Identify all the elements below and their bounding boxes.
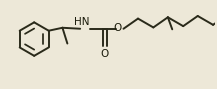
Text: O: O xyxy=(101,49,109,59)
Text: O: O xyxy=(113,23,122,33)
Text: HN: HN xyxy=(74,17,90,27)
